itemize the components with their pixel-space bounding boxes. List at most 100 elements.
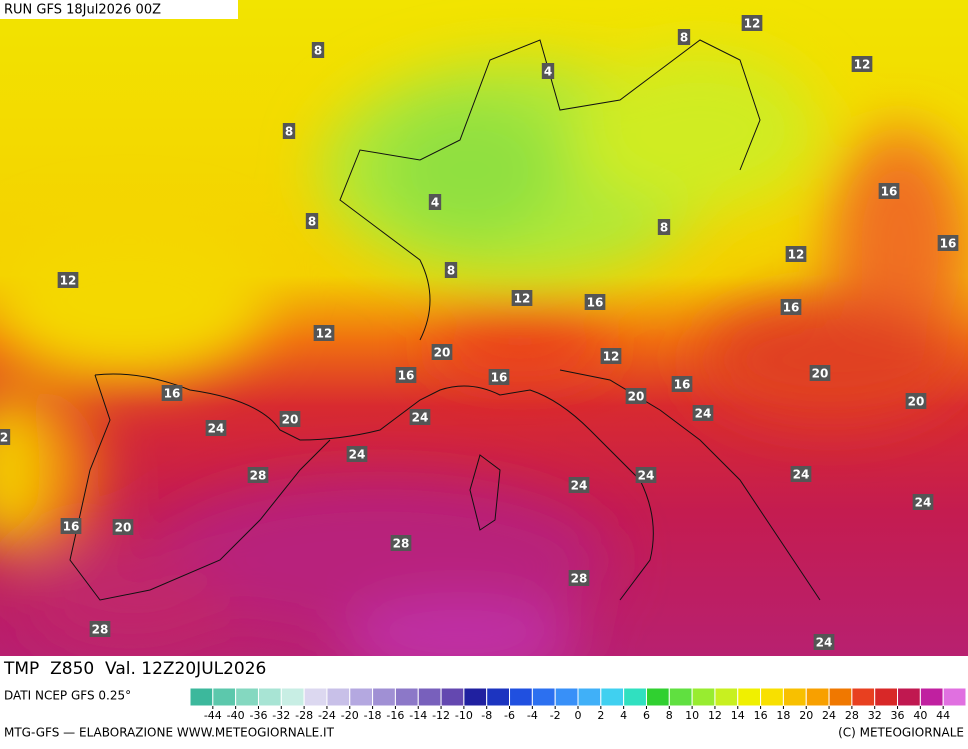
contour-label: 20 [112,519,134,535]
contour-value: 16 [674,378,691,392]
legend-label: 10 [685,709,699,722]
contour-value: 8 [308,215,316,229]
legend-swatch [623,687,647,707]
data-source: DATI NCEP GFS 0.25° [4,689,131,703]
legend-swatch [212,687,237,707]
label-box [279,411,301,427]
contour-value: 16 [491,371,508,385]
legend-swatch [874,687,899,707]
legend: -44 -40 -36 -32 -28 -24 -20 -18 -16 -14 -12 -10 -8 -6… [189,687,967,722]
legend-swatch [349,687,374,707]
contour-value: 24 [816,636,833,650]
contour-value: 16 [783,301,800,315]
label-box [282,123,296,139]
contour-value: 16 [881,185,898,199]
contour-label: 24 [346,446,368,462]
contour-label: 16 [488,369,510,385]
contour-label: 16 [878,183,900,199]
contour-value: 8 [447,264,455,278]
contour-value: 24 [571,479,588,493]
contour-label: 16 [60,518,82,534]
contour-value: 28 [250,469,267,483]
label-box [161,385,183,401]
legend-label: 16 [754,709,768,722]
label-box [809,365,831,381]
contour-label: 24 [409,409,431,425]
contour-value: 8 [680,31,688,45]
legend-label: 4 [620,709,627,722]
legend-label: 28 [845,709,859,722]
label-box [311,42,325,58]
legend-label: -20 [341,709,359,722]
legend-label: 14 [731,709,745,722]
contour-value: 8 [285,125,293,139]
contour-label: 20 [279,411,301,427]
legend-label: -8 [481,709,492,722]
contour-value: 2 [0,431,8,445]
contour-value: 12 [788,248,805,262]
contour-label: 16 [161,385,183,401]
label-box [692,405,714,421]
label-box [390,535,412,551]
contour-value: 16 [164,387,181,401]
contour-label: 24 [568,477,590,493]
label-box [568,570,590,586]
legend-label: -24 [318,709,336,722]
legend-swatch [257,687,282,707]
label-box [741,15,763,31]
contour-label: 20 [431,344,453,360]
legend-swatch [486,687,511,707]
contour-value: 16 [63,520,80,534]
contour-label: 28 [390,535,412,551]
contour-value: 12 [316,327,333,341]
contour-label: 24 [205,420,227,436]
legend-swatch [737,687,762,707]
contour-label: 28 [247,467,269,483]
label-box [57,272,79,288]
contour-labels: 8 8 8 4 4 8 12 12 16 16 8 12 8 12 12 16 16 12 20 12 16 16 20 16… [0,15,959,650]
label-box [395,367,417,383]
legend-swatch [760,687,784,707]
contour-value: 4 [544,65,552,79]
label-box [568,477,590,493]
label-box [905,393,927,409]
run-box [0,0,238,19]
legend-swatch [417,687,442,707]
label-box [813,634,835,650]
contour-value: 16 [940,237,957,251]
legend-label: 18 [776,709,790,722]
contour-value: 20 [282,413,299,427]
contour-value: 12 [854,58,871,72]
label-box [89,621,111,637]
label-box [511,290,533,306]
label-box [584,294,606,310]
legend-swatch [554,687,579,707]
legend-swatch [668,687,693,707]
label-box [409,409,431,425]
legend-swatch [303,687,328,707]
contour-value: 20 [812,367,829,381]
coast [559,369,821,601]
legend-swatch [714,687,739,707]
coast [339,39,761,341]
legend-label: 24 [822,709,836,722]
legend-swatch [189,687,214,707]
legend-label: 36 [891,709,905,722]
run-label: RUN GFS 18Jul2026 00Z [4,3,161,18]
label-box [488,369,510,385]
legend-swatch [440,687,465,707]
label-box [428,194,442,210]
legend-label: -6 [504,709,515,722]
legend-label: 8 [666,709,673,722]
contour-label: 24 [912,494,934,510]
legend-swatch [782,687,807,707]
legend-swatch [919,687,944,707]
legend-swatch [942,687,967,707]
legend-label: -2 [550,709,561,722]
legend-label: -12 [432,709,450,722]
legend-swatch [394,687,419,707]
legend-label: -10 [455,709,473,722]
label-box [431,344,453,360]
contour-label: 12 [600,348,622,364]
